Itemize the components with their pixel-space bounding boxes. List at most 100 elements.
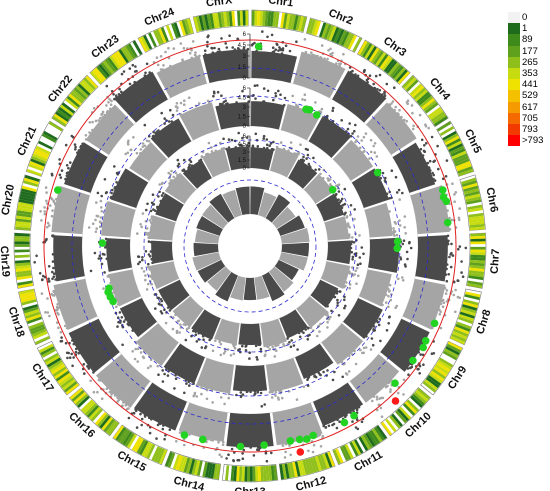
density-bin [230, 465, 235, 481]
density-bin [25, 311, 41, 319]
snp-point [349, 70, 353, 74]
snp-point [233, 48, 237, 51]
snp-point [300, 330, 304, 333]
snp-point [220, 94, 223, 97]
snp-point [60, 336, 63, 339]
snp-point [373, 151, 377, 154]
density-bin [468, 275, 484, 281]
snp-point [451, 254, 455, 257]
density-bin [411, 393, 425, 406]
snp-point [418, 113, 422, 117]
density-bin [395, 69, 408, 83]
density-bin [467, 204, 483, 210]
snp-point [440, 299, 444, 303]
snp-point [107, 275, 111, 279]
density-bin [30, 326, 46, 335]
snp-point [250, 43, 254, 47]
snp-point [241, 344, 244, 348]
snp-point [379, 339, 382, 343]
snp-point [111, 291, 114, 295]
manhattan-band [214, 318, 240, 345]
density-bin [167, 452, 176, 468]
snp-point [120, 316, 124, 319]
legend-swatch [508, 23, 520, 35]
density-bin [461, 177, 477, 185]
density-bin [178, 455, 186, 472]
density-bin [332, 449, 341, 465]
density-bin [99, 415, 111, 429]
snp-point [314, 101, 317, 104]
manhattan-band [380, 318, 430, 372]
manhattan-band [196, 216, 223, 236]
snp-point [410, 365, 414, 369]
snp-point [392, 227, 395, 230]
significant-snp [305, 106, 314, 114]
snp-point [311, 53, 315, 57]
snp-point [307, 375, 311, 379]
significant-snp [391, 379, 399, 388]
density-bin [220, 12, 225, 28]
snp-point [288, 49, 292, 53]
snp-point [67, 351, 70, 355]
density-bin [437, 359, 452, 370]
density-bin [469, 221, 485, 226]
snp-point [149, 358, 153, 362]
snp-point [381, 93, 384, 96]
snp-point [47, 277, 50, 281]
snp-point [64, 143, 68, 147]
snp-point [449, 265, 453, 269]
snp-point [438, 308, 441, 312]
snp-point [369, 150, 373, 154]
snp-point [262, 146, 266, 150]
snp-point [351, 132, 354, 135]
snp-point [236, 458, 239, 462]
snp-point [350, 250, 354, 254]
snp-point [47, 265, 51, 268]
snp-point [380, 415, 384, 419]
snp-point [117, 320, 120, 324]
significant-snps [54, 42, 452, 456]
snp-point [431, 171, 434, 175]
manhattan-band [156, 55, 207, 99]
snp-point [417, 351, 421, 354]
significant-snp [373, 168, 382, 177]
density-bin [318, 22, 327, 38]
snp-point [104, 246, 107, 249]
snp-point [419, 353, 423, 356]
snp-point [108, 98, 111, 101]
manhattan-band [368, 237, 400, 273]
density-bin [250, 466, 253, 482]
density-bin [111, 53, 123, 68]
snp-point [358, 234, 361, 237]
snp-point [132, 136, 135, 139]
snp-point [404, 232, 408, 235]
snp-point [266, 345, 269, 349]
density-bin [454, 326, 470, 335]
snp-point [50, 173, 54, 177]
snp-point [181, 169, 184, 172]
ring-axis-tick-label: 6 [243, 86, 247, 92]
snp-point [227, 146, 231, 149]
density-bin [32, 331, 48, 340]
manhattan-band [269, 266, 294, 292]
snp-point [54, 278, 57, 281]
snp-point [169, 173, 172, 176]
snp-point [166, 306, 170, 309]
snp-point [194, 51, 197, 54]
legend-label: 793 [522, 123, 538, 135]
snp-point [343, 306, 346, 310]
snp-point [299, 143, 302, 146]
density-bin [180, 456, 188, 472]
snp-point [287, 149, 290, 152]
snp-point [51, 253, 55, 256]
snp-point [206, 99, 210, 103]
snp-point [312, 156, 315, 160]
density-bin [123, 46, 134, 61]
density-bin [364, 44, 375, 59]
snp-point [315, 55, 318, 58]
snp-point [359, 348, 362, 352]
snp-point [229, 354, 233, 357]
snp-point [238, 48, 241, 51]
significant-snp [254, 42, 263, 51]
density-bin [262, 10, 266, 26]
